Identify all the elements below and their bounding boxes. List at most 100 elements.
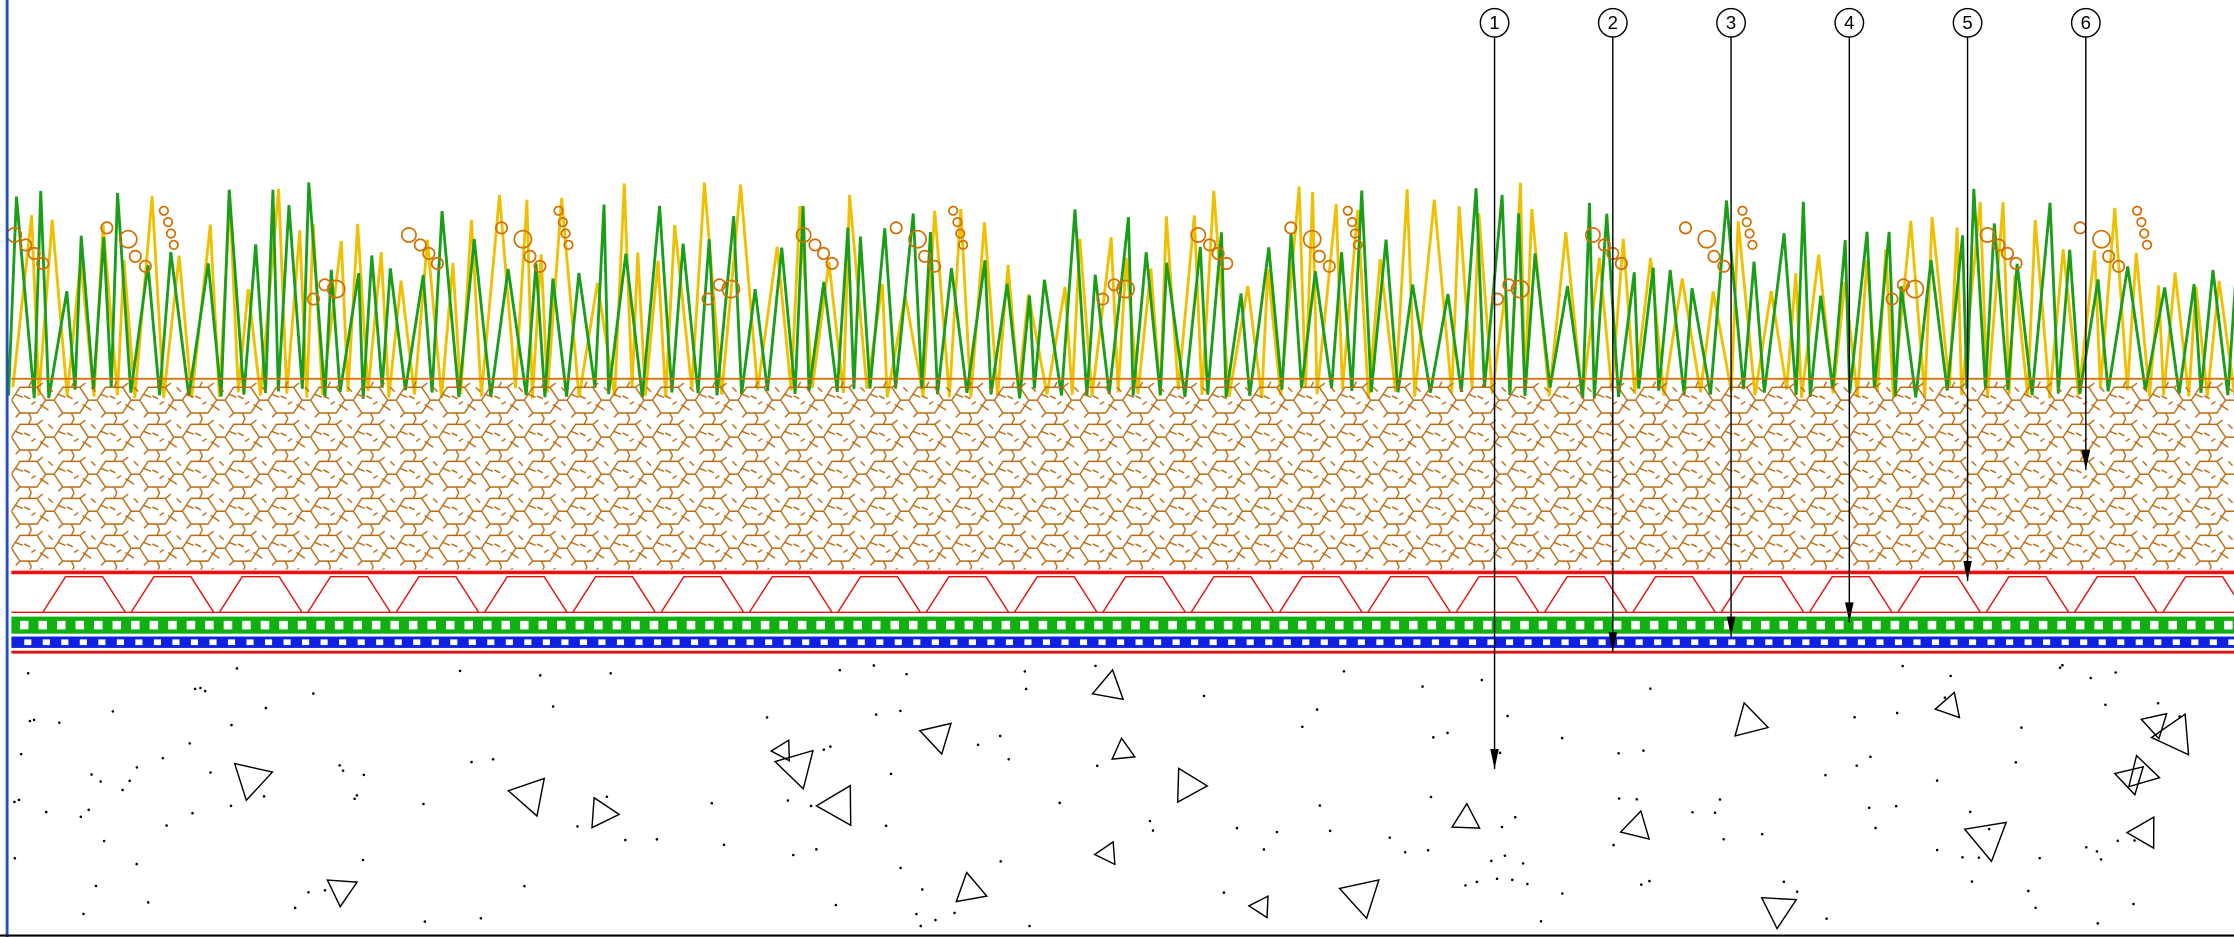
strip-square [1149,620,1159,630]
aggregate-triangle [1963,821,2008,863]
aggregate-dot [191,811,194,815]
aggregate-dot [1503,854,1507,857]
strip-square [1672,639,1680,646]
strip-square [816,620,825,630]
strip-square [445,620,455,630]
strip-square [1316,620,1326,630]
aggregate-dot [1935,848,1939,852]
aggregate-dot [523,884,526,888]
seed-circle [825,256,839,270]
strip-square [2149,620,2159,630]
aggregate-dot [1432,736,1435,739]
strip-square [205,620,214,630]
strip-square [983,620,992,630]
drainage-cell [1013,576,1098,613]
drainage-cell [1897,576,1981,613]
aggregate-dot [2020,726,2023,729]
strip-square [668,620,677,630]
seed-circle [1885,292,1899,306]
strip-square [1205,620,1214,630]
strip-square [1024,639,1032,646]
strip-square [1223,620,1233,630]
strip-square [1320,639,1328,646]
seed-circle [1312,249,1326,263]
seed-circle [957,239,969,251]
seed-circle [1737,205,1748,216]
strip-square [1524,639,1532,646]
strip-square [427,620,436,630]
strip-square [1283,639,1291,646]
strip-square [1987,639,1995,646]
aggregate-dot [262,795,266,798]
strip-square [1228,639,1236,646]
drainage-cell [1720,576,1805,613]
strip-square [1038,620,1048,630]
aggregate-dot [1421,685,1424,688]
seed-circle [1697,229,1717,249]
aggregate-dot [1023,670,1027,673]
strip-square [908,620,918,630]
seed-circle [1346,217,1358,228]
strip-square [38,620,48,630]
drainage-cell [2162,576,2234,613]
strip-square [42,639,50,646]
strip-square [1594,620,1603,630]
drainage-cell [925,576,1010,613]
aggregate-dot [1560,736,1564,740]
seed-circle [2136,217,2147,228]
aggregate-dot [899,709,902,713]
aggregate-dot [2095,850,2099,853]
strip-square [1927,620,1937,630]
aggregate-dot [609,671,612,675]
strip-square [1390,620,1400,630]
strip-square [1394,639,1402,646]
strip-square [1112,620,1122,630]
strip-square [316,620,325,630]
strip-square [334,620,344,630]
aggregate-dot [1262,848,1266,851]
aggregate-triangle [2150,712,2190,756]
strip-square [2154,639,2162,646]
strip-square [1446,620,1455,630]
strip-square [649,620,659,630]
strip-square [431,639,439,646]
aggregate-dot [1490,859,1493,863]
seed-circle [2141,239,2153,251]
aggregate-dot [1640,883,1643,886]
aggregate-dot [111,710,115,713]
aggregate-dot [26,671,30,675]
strip-square [2020,620,2029,630]
aggregate-dot [1649,687,1652,690]
strip-square [1816,620,1826,630]
strip-square [1075,620,1085,630]
aggregate-triangle [773,749,814,791]
aggregate-dot [135,766,139,769]
aggregate-dot [1901,664,1904,668]
aggregate-dot [1480,678,1484,682]
seed-circle [1190,226,1207,243]
aggregate-dot [1446,731,1449,735]
seed-circle [1896,278,1911,292]
callout-label: 3 [1726,12,1736,33]
strip-square [19,620,29,630]
aggregate-dot [422,802,425,806]
seed-circle [19,238,33,252]
aggregate-dot [1617,751,1620,755]
aggregate-dot [1235,826,1239,830]
seed-circle [1502,278,1516,292]
aggregate-triangle [591,796,621,829]
seed-circle [928,259,942,273]
aggregate-dot [1275,830,1279,834]
seed-circle [908,229,927,249]
strip-square [2168,620,2178,630]
strip-square [413,639,421,646]
drainage-cell [395,576,480,613]
aggregate-dot [1617,797,1621,800]
aggregate-dot [976,743,980,747]
strip-square [913,639,921,646]
aggregate-dot [1521,862,1525,865]
strip-square [561,639,569,646]
strip-square [1931,639,1940,646]
strip-square [1279,620,1288,630]
strip-square [1079,639,1088,646]
